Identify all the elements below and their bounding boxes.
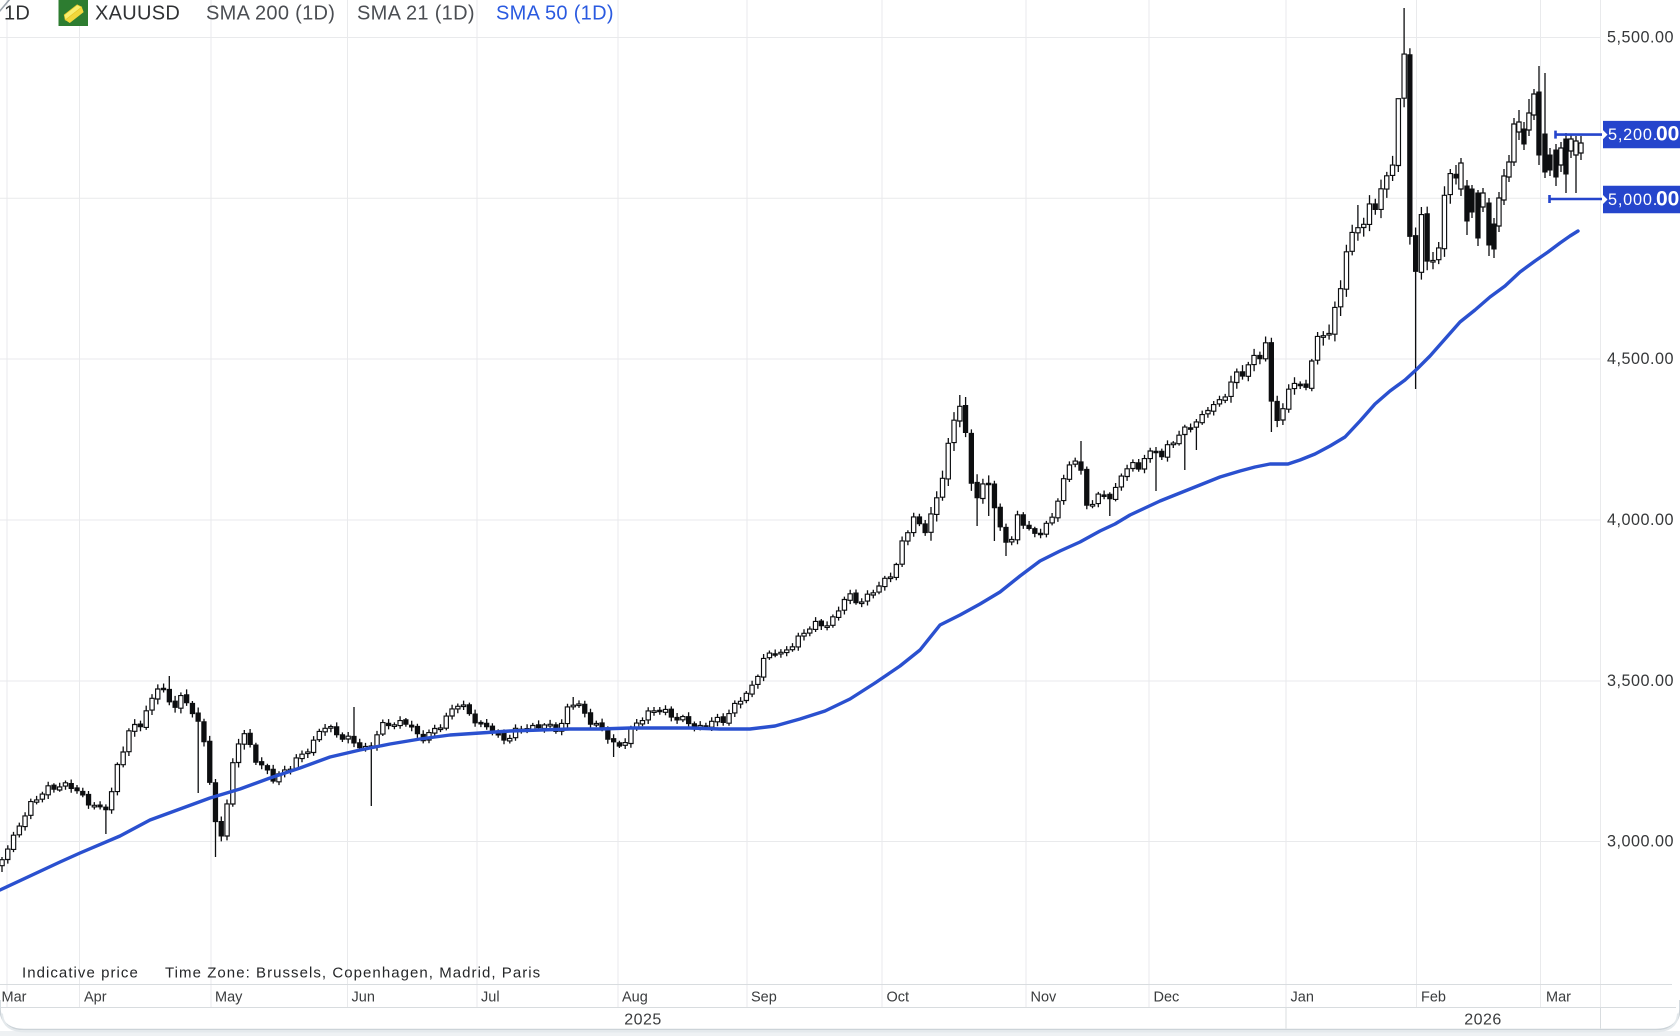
svg-text:00: 00: [1656, 123, 1679, 146]
svg-text:Mar: Mar: [1546, 990, 1571, 1006]
svg-text:Dec: Dec: [1154, 990, 1180, 1006]
svg-text:2026: 2026: [1464, 1012, 1502, 1029]
svg-text:3,500.00: 3,500.00: [1607, 672, 1674, 690]
svg-text:Time Zone: Brussels, Copenhage: Time Zone: Brussels, Copenhagen, Madrid,…: [165, 965, 541, 982]
svg-text:Oct: Oct: [887, 990, 910, 1006]
svg-text:4,500.00: 4,500.00: [1607, 350, 1674, 368]
svg-text:Aug: Aug: [622, 990, 648, 1006]
svg-text:Feb: Feb: [1421, 990, 1446, 1006]
svg-text:00: 00: [1656, 188, 1679, 211]
svg-text:Nov: Nov: [1031, 990, 1058, 1006]
svg-text:4,000.00: 4,000.00: [1607, 511, 1674, 529]
svg-text:Jun: Jun: [352, 990, 375, 1006]
svg-text:2025: 2025: [624, 1012, 662, 1029]
svg-text:5,200.: 5,200.: [1608, 126, 1658, 144]
svg-text:1D: 1D: [4, 3, 30, 25]
svg-text:SMA 50 (1D): SMA 50 (1D): [496, 3, 614, 25]
svg-text:XAUUSD: XAUUSD: [95, 3, 180, 25]
svg-text:3,000.00: 3,000.00: [1607, 833, 1674, 851]
svg-text:5,500.00: 5,500.00: [1607, 29, 1674, 47]
svg-text:Mar: Mar: [2, 990, 27, 1006]
svg-text:May: May: [215, 990, 243, 1006]
svg-text:Apr: Apr: [84, 990, 107, 1006]
svg-text:Jul: Jul: [481, 990, 500, 1006]
svg-text:Sep: Sep: [751, 990, 777, 1006]
svg-text:Indicative price: Indicative price: [22, 965, 139, 982]
svg-text:SMA 200 (1D): SMA 200 (1D): [206, 3, 335, 25]
svg-text:SMA 21 (1D): SMA 21 (1D): [357, 3, 475, 25]
svg-text:5,000.: 5,000.: [1608, 191, 1658, 209]
svg-text:Jan: Jan: [1291, 990, 1314, 1006]
